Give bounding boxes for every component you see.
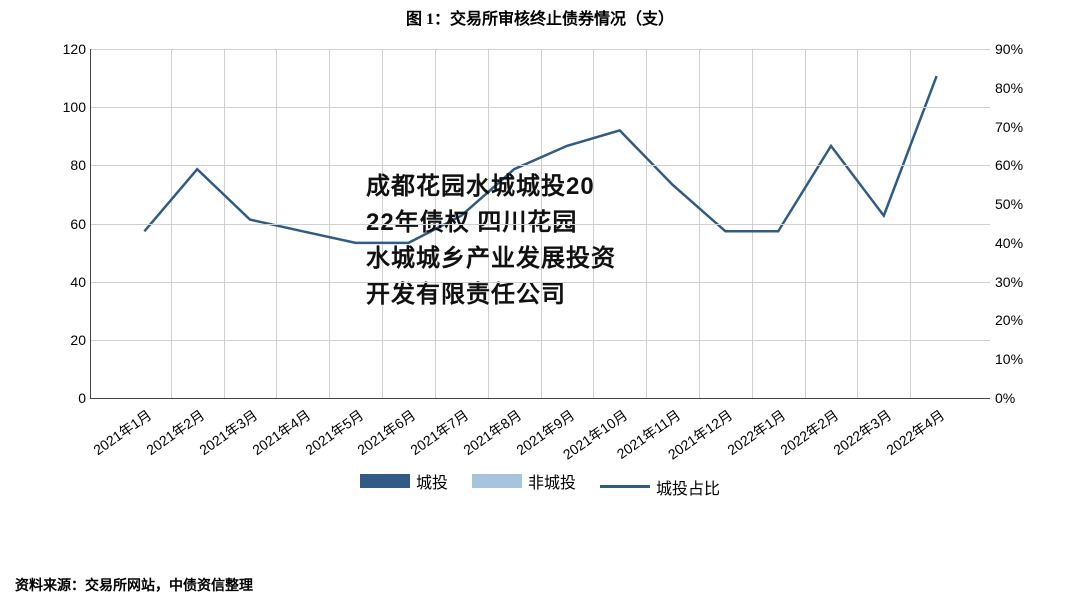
x-axis-label: 2021年3月 xyxy=(195,405,261,460)
y-left-tick: 60 xyxy=(51,216,86,232)
y-right-tick: 40% xyxy=(995,235,1035,251)
legend-item: 城投 xyxy=(360,469,448,493)
plot-area: 成都花园水城城投2022年债权 四川花园水城城乡产业发展投资开发有限责任公司 0… xyxy=(90,49,990,399)
overlay-line: 水城城乡产业发展投资 xyxy=(366,241,656,277)
y-right-tick: 10% xyxy=(995,351,1035,367)
gridline-h xyxy=(91,165,990,166)
legend-item: 非城投 xyxy=(472,469,576,493)
overlay-watermark-text: 成都花园水城城投2022年债权 四川花园水城城乡产业发展投资开发有限责任公司 xyxy=(366,169,656,313)
x-axis-label: 2021年7月 xyxy=(406,405,472,460)
x-axis-label: 2021年6月 xyxy=(354,405,420,460)
legend-swatch xyxy=(472,474,522,488)
gridline-h xyxy=(91,49,990,50)
y-left-tick: 120 xyxy=(51,41,86,57)
legend-label: 非城投 xyxy=(528,469,576,493)
x-axis-label: 2021年1月 xyxy=(90,405,156,460)
legend: 城投 非城投 城投占比 xyxy=(0,469,1080,499)
legend-swatch xyxy=(360,474,410,488)
x-axis-label: 2022年4月 xyxy=(882,405,948,460)
y-left-tick: 40 xyxy=(51,274,86,290)
source-footnote: 资料来源：交易所网站，中债资信整理 xyxy=(15,575,253,595)
x-axis-label: 2022年1月 xyxy=(723,405,789,460)
y-left-tick: 0 xyxy=(51,390,86,406)
x-axis-label: 2021年8月 xyxy=(459,405,525,460)
overlay-line: 成都花园水城城投20 xyxy=(366,169,656,205)
x-axis-label: 2022年2月 xyxy=(776,405,842,460)
legend-label: 城投 xyxy=(416,469,448,493)
gridline-h xyxy=(91,340,990,341)
gridline-h xyxy=(91,282,990,283)
legend-item: 城投占比 xyxy=(600,475,720,499)
x-axis-label: 2021年5月 xyxy=(301,405,367,460)
gridline-h xyxy=(91,224,990,225)
x-axis-label: 2021年2月 xyxy=(142,405,208,460)
y-right-tick: 70% xyxy=(995,119,1035,135)
x-axis-label: 2021年4月 xyxy=(248,405,314,460)
legend-label: 城投占比 xyxy=(656,475,720,499)
chart-title: 图 1：交易所审核终止债券情况（支） xyxy=(0,0,1080,39)
gridline-h xyxy=(91,107,990,108)
y-right-tick: 60% xyxy=(995,157,1035,173)
y-right-tick: 30% xyxy=(995,274,1035,290)
x-axis-label: 2022年3月 xyxy=(829,405,895,460)
y-left-tick: 20 xyxy=(51,332,86,348)
legend-line-swatch xyxy=(600,485,650,488)
y-left-tick: 100 xyxy=(51,99,86,115)
y-right-tick: 90% xyxy=(995,41,1035,57)
y-right-tick: 80% xyxy=(995,80,1035,96)
y-right-tick: 0% xyxy=(995,390,1035,406)
y-right-tick: 20% xyxy=(995,312,1035,328)
y-left-tick: 80 xyxy=(51,157,86,173)
y-right-tick: 50% xyxy=(995,196,1035,212)
chart-area: 成都花园水城城投2022年债权 四川花园水城城乡产业发展投资开发有限责任公司 0… xyxy=(60,39,1020,469)
